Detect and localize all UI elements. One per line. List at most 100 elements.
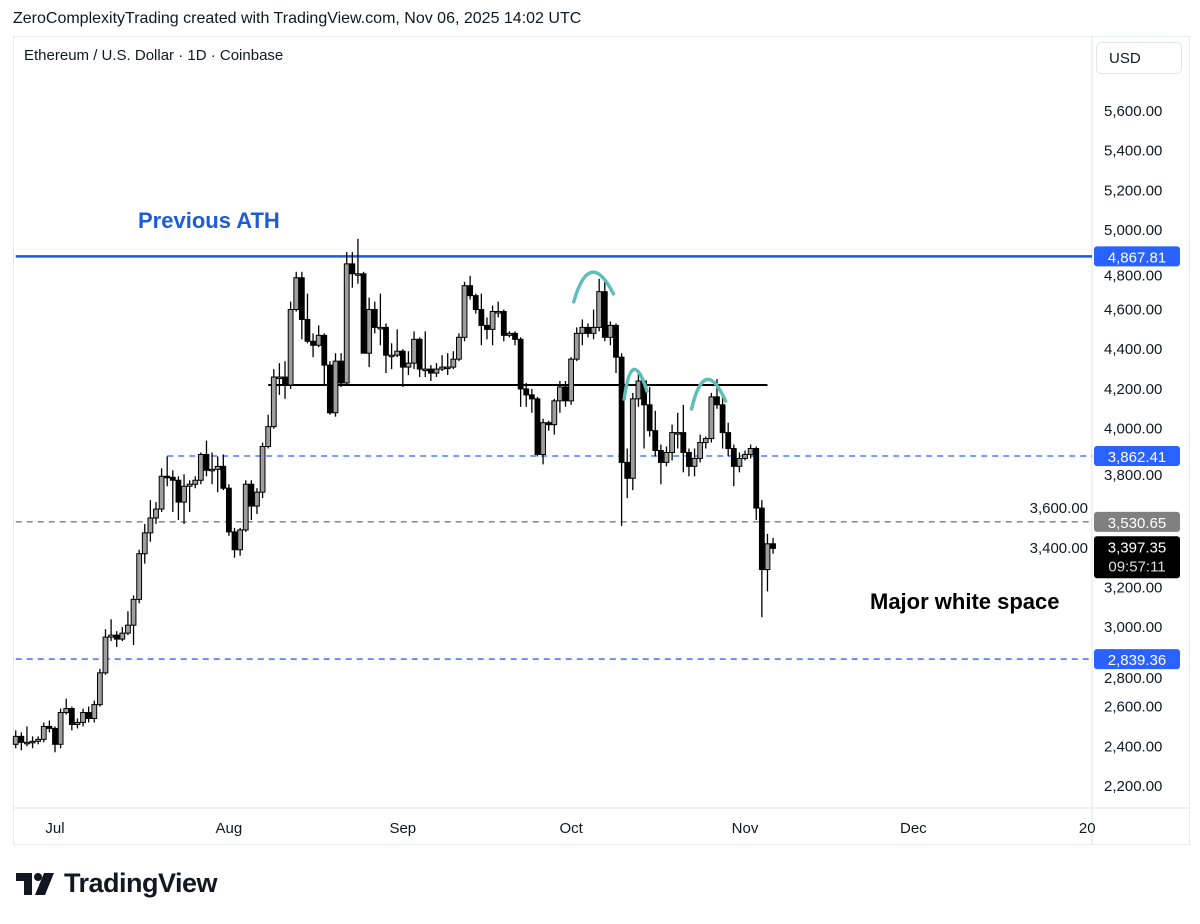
candle-down[interactable] — [298, 277, 305, 320]
candle-up[interactable] — [388, 354, 395, 358]
candle-up[interactable] — [147, 517, 154, 534]
candle-up[interactable] — [708, 396, 715, 440]
candle-up[interactable] — [192, 479, 199, 485]
candle-down[interactable] — [338, 360, 345, 384]
candle-down[interactable] — [657, 449, 664, 463]
candle-up[interactable] — [35, 738, 42, 742]
candle-up[interactable] — [186, 483, 193, 487]
candle-up[interactable] — [12, 735, 19, 745]
currency-button[interactable]: USD — [1096, 42, 1182, 74]
candle-down[interactable] — [478, 309, 485, 326]
candle-up[interactable] — [596, 291, 603, 328]
candle-up[interactable] — [742, 453, 748, 459]
candle-down[interactable] — [484, 324, 490, 330]
candle-up[interactable] — [125, 624, 131, 634]
candle-down[interactable] — [371, 309, 378, 328]
candle-up[interactable] — [29, 740, 36, 744]
candle-down[interactable] — [321, 334, 328, 366]
candle-down[interactable] — [680, 432, 687, 453]
candle-up[interactable] — [24, 741, 30, 745]
candle-down[interactable] — [349, 263, 356, 275]
candle-up[interactable] — [495, 311, 502, 314]
candle-down[interactable] — [52, 727, 58, 745]
candle-down[interactable] — [562, 386, 569, 402]
candle-up[interactable] — [74, 721, 81, 725]
candle-up[interactable] — [629, 398, 636, 479]
candle-up[interactable] — [702, 438, 709, 444]
candle-up[interactable] — [242, 483, 249, 531]
candle-up[interactable] — [540, 422, 546, 455]
candle-up[interactable] — [265, 426, 272, 448]
candle-down[interactable] — [248, 483, 255, 507]
candle-up[interactable] — [669, 432, 676, 453]
candle-up[interactable] — [394, 350, 401, 356]
candle-down[interactable] — [646, 404, 653, 432]
candle-down[interactable] — [169, 476, 176, 481]
candle-up[interactable] — [450, 358, 457, 368]
candle-up[interactable] — [119, 632, 126, 640]
candle-up[interactable] — [181, 485, 187, 503]
candle-up[interactable] — [158, 475, 165, 510]
candle-down[interactable] — [714, 396, 720, 406]
candle-up[interactable] — [136, 553, 143, 600]
candle-up[interactable] — [697, 442, 704, 459]
candle-up[interactable] — [691, 457, 698, 467]
candle-down[interactable] — [528, 394, 535, 400]
candle-up[interactable] — [489, 311, 496, 330]
candle-up[interactable] — [214, 465, 221, 470]
candle-up[interactable] — [332, 360, 339, 414]
candle-up[interactable] — [444, 366, 451, 370]
candle-up[interactable] — [63, 708, 70, 714]
candle-up[interactable] — [80, 712, 86, 723]
candle-down[interactable] — [585, 326, 591, 334]
candle-down[interactable] — [68, 708, 75, 725]
candle-down[interactable] — [467, 285, 474, 297]
candle-down[interactable] — [753, 448, 760, 509]
symbol-legend[interactable]: Ethereum / U.S. Dollar · 1D · Coinbase — [24, 47, 284, 64]
candle-up[interactable] — [293, 277, 300, 311]
candle-up[interactable] — [551, 400, 558, 426]
candle-down[interactable] — [85, 712, 92, 720]
candle-up[interactable] — [635, 380, 642, 400]
candle-up[interactable] — [573, 332, 580, 360]
candle-up[interactable] — [209, 468, 215, 472]
candle-up[interactable] — [456, 336, 462, 360]
candle-up[interactable] — [433, 368, 440, 374]
candle-down[interactable] — [18, 735, 25, 743]
candle-up[interactable] — [91, 704, 98, 720]
candle-up[interactable] — [40, 725, 47, 740]
candle-up[interactable] — [607, 324, 614, 338]
candle-down[interactable] — [613, 324, 619, 358]
candle-up[interactable] — [141, 532, 148, 555]
candle-up[interactable] — [343, 263, 350, 384]
candle-down[interactable] — [472, 295, 479, 311]
candle-up[interactable] — [736, 457, 743, 467]
candle-down[interactable] — [203, 453, 210, 471]
candle-down[interactable] — [220, 465, 227, 489]
candle-down[interactable] — [652, 430, 659, 451]
candle-down[interactable] — [226, 487, 232, 533]
candle-up[interactable] — [108, 634, 114, 638]
candle-down[interactable] — [725, 432, 732, 449]
candle-up[interactable] — [366, 309, 373, 354]
candle-down[interactable] — [416, 338, 423, 370]
candle-up[interactable] — [96, 672, 103, 706]
candle-down[interactable] — [282, 376, 288, 386]
candle-down[interactable] — [326, 364, 333, 414]
candle-up[interactable] — [411, 338, 417, 364]
candle-down[interactable] — [164, 475, 171, 479]
candle-down[interactable] — [601, 291, 608, 338]
candle-up[interactable] — [579, 326, 586, 334]
candle-up[interactable] — [57, 712, 64, 745]
candle-up[interactable] — [130, 598, 137, 626]
candle-up[interactable] — [259, 446, 266, 493]
candle-up[interactable] — [663, 451, 670, 463]
candle-down[interactable] — [175, 479, 182, 503]
candle-down[interactable] — [500, 311, 507, 336]
candle-down[interactable] — [399, 350, 406, 368]
candle-down[interactable] — [545, 422, 552, 426]
candle-down[interactable] — [719, 404, 726, 434]
candle-up[interactable] — [153, 508, 159, 519]
candle-down[interactable] — [231, 531, 238, 551]
